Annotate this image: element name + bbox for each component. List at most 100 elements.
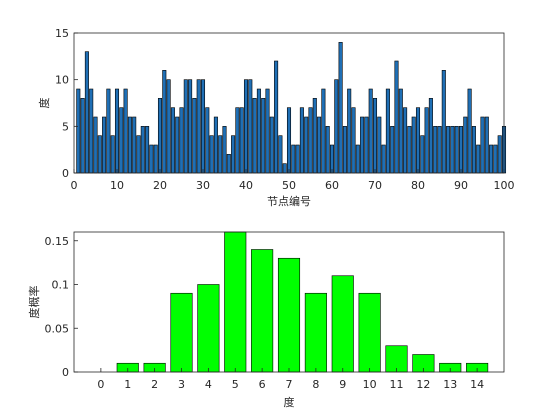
top-bar <box>196 79 201 174</box>
bottom-x-tick-label: 11 <box>390 378 404 391</box>
top-axis-ticks: 0 10 20 30 40 50 60 70 80 90 100 0 5 10 15 <box>55 27 515 192</box>
top-bar <box>463 116 468 174</box>
top-bar <box>450 126 455 174</box>
bottom-x-tick-label: 9 <box>339 378 346 391</box>
top-bar <box>179 107 184 174</box>
top-bar <box>76 88 81 174</box>
top-bar <box>441 70 446 174</box>
top-bar <box>226 154 231 174</box>
top-bar <box>153 144 158 174</box>
bottom-y-tick-label: 0.15 <box>45 235 70 248</box>
bottom-x-tick-label: 10 <box>363 378 377 391</box>
bottom-x-tick-label: 2 <box>151 378 158 391</box>
top-bar <box>308 107 313 174</box>
top-bar <box>291 144 296 174</box>
top-x-tick-label: 30 <box>196 179 210 192</box>
top-bar <box>342 126 347 174</box>
top-bar <box>394 60 399 174</box>
top-bar <box>398 88 403 174</box>
top-x-tick-label: 20 <box>153 179 167 192</box>
top-bar <box>484 116 489 174</box>
bottom-bar <box>277 257 301 373</box>
top-bar <box>347 88 352 174</box>
top-bar <box>188 79 193 174</box>
top-bar <box>145 126 150 174</box>
top-bar <box>476 144 481 174</box>
top-bar <box>252 98 257 174</box>
top-x-tick-label: 60 <box>325 179 339 192</box>
top-bar <box>218 135 223 174</box>
bottom-x-tick-label: 14 <box>470 378 484 391</box>
top-y-tick-label: 0 <box>62 167 69 180</box>
top-bar <box>372 98 378 174</box>
bottom-bar-series <box>116 231 489 373</box>
top-y-tick-label: 15 <box>55 27 69 40</box>
bottom-x-tick-label: 6 <box>259 378 266 391</box>
top-bar <box>428 98 433 174</box>
top-bar <box>80 98 85 174</box>
bottom-bar <box>170 292 193 373</box>
top-y-axis-label: 度 <box>37 98 51 109</box>
top-x-tick-label: 40 <box>239 179 253 192</box>
top-bar <box>84 51 89 174</box>
top-bar <box>415 107 421 174</box>
top-bar <box>239 107 244 174</box>
top-bar <box>89 88 94 174</box>
top-bar <box>317 116 322 174</box>
top-bar <box>437 126 442 174</box>
top-bar <box>390 126 395 174</box>
top-bar <box>209 135 214 174</box>
top-bar <box>119 107 124 174</box>
top-bar <box>334 79 339 174</box>
top-bar <box>102 116 107 174</box>
bottom-x-tick-label: 7 <box>286 378 293 391</box>
top-bar <box>338 42 343 174</box>
top-bar <box>433 126 438 174</box>
top-bar <box>183 79 188 174</box>
top-bar <box>278 135 283 174</box>
bottom-bar <box>197 284 220 373</box>
top-bar <box>304 116 309 174</box>
top-bar <box>364 116 369 174</box>
bottom-bar <box>251 249 274 373</box>
top-bar <box>411 116 416 174</box>
top-bar <box>489 144 494 174</box>
top-bar <box>446 126 451 174</box>
top-bar <box>385 88 390 174</box>
top-bar <box>170 107 175 174</box>
top-bar <box>407 126 412 174</box>
top-bar <box>360 116 365 174</box>
top-bar <box>282 163 287 174</box>
top-bar <box>403 107 408 174</box>
bottom-x-tick-label: 0 <box>97 378 104 391</box>
bottom-x-axis-label: 度 <box>284 395 295 409</box>
top-bar <box>286 107 292 174</box>
top-bar <box>175 116 180 174</box>
bottom-bar <box>358 292 381 373</box>
bottom-x-tick-label: 1 <box>124 378 131 391</box>
top-y-tick-label: 5 <box>62 120 69 133</box>
top-bar <box>200 79 206 174</box>
top-bar <box>192 98 197 174</box>
top-bar <box>157 98 163 174</box>
bottom-y-tick-label: 0 <box>62 366 69 379</box>
bottom-x-tick-label: 3 <box>178 378 185 391</box>
top-bar <box>471 126 476 174</box>
top-x-tick-label: 90 <box>454 179 468 192</box>
bottom-y-tick-label: 0.1 <box>52 279 70 292</box>
top-bar <box>420 135 425 174</box>
top-bar <box>136 135 141 174</box>
top-bar <box>261 98 266 174</box>
top-bar <box>106 88 111 174</box>
top-bar <box>166 79 171 174</box>
top-x-tick-label: 50 <box>282 179 296 192</box>
top-bar <box>97 135 102 174</box>
top-bar <box>368 88 373 174</box>
top-bar <box>467 88 472 174</box>
top-bar <box>480 116 485 174</box>
top-bar <box>149 144 154 174</box>
top-y-tick-label: 10 <box>55 74 69 87</box>
